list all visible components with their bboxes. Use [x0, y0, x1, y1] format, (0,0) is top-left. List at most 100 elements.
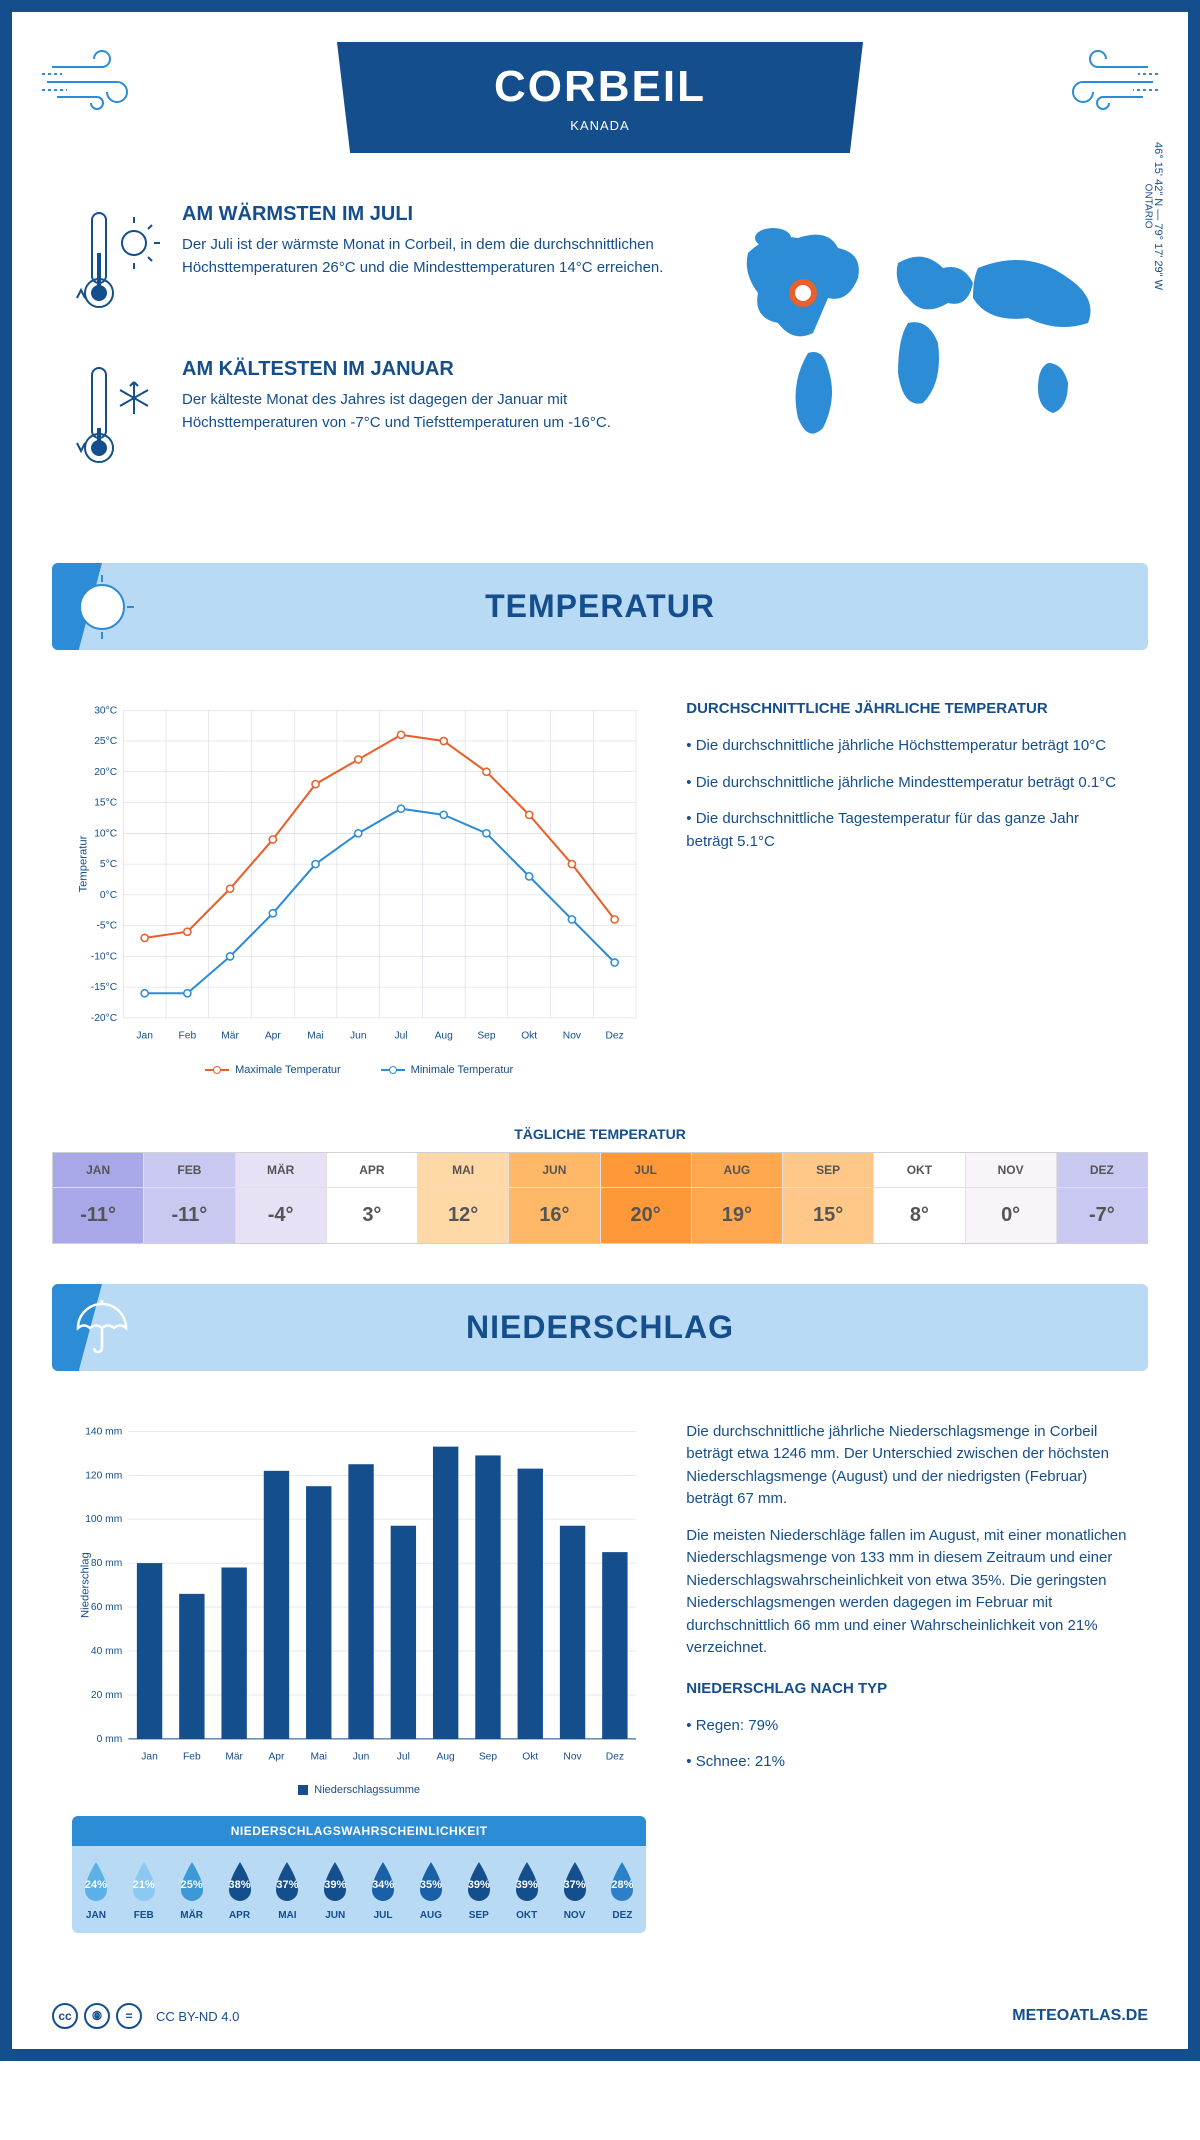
- svg-text:5°C: 5°C: [100, 859, 118, 870]
- raindrop-icon: 35%: [412, 1858, 450, 1906]
- svg-text:Jan: Jan: [136, 1030, 153, 1041]
- wind-icon: [1038, 42, 1158, 122]
- svg-text:15°C: 15°C: [94, 798, 118, 809]
- svg-text:Apr: Apr: [268, 1751, 285, 1762]
- raindrop-icon: 37%: [268, 1858, 306, 1906]
- temp-month: DEZ: [1057, 1153, 1147, 1188]
- temp-value: 0°: [966, 1188, 1056, 1243]
- nd-icon: =: [116, 2003, 142, 2029]
- temp-bullet: Die durchschnittliche jährliche Höchstte…: [686, 735, 1128, 758]
- precip-type-snow: Schnee: 21%: [686, 1751, 1128, 1774]
- section-precipitation: NIEDERSCHLAG: [52, 1284, 1148, 1371]
- svg-text:-10°C: -10°C: [91, 951, 118, 962]
- world-map: ONTARIO 46° 15' 42" N — 79° 17' 29" W: [708, 203, 1128, 513]
- svg-text:140 mm: 140 mm: [85, 1426, 122, 1437]
- svg-text:Feb: Feb: [179, 1030, 197, 1041]
- svg-text:Mai: Mai: [310, 1751, 327, 1762]
- svg-text:Jul: Jul: [394, 1030, 407, 1041]
- precip-probability: NIEDERSCHLAGSWAHRSCHEINLICHKEIT 24%JAN21…: [72, 1816, 646, 1933]
- drop-month: APR: [216, 1910, 264, 1921]
- precip-type-heading: NIEDERSCHLAG NACH TYP: [686, 1680, 1128, 1697]
- svg-text:0°C: 0°C: [100, 890, 118, 901]
- svg-text:Jun: Jun: [350, 1030, 367, 1041]
- raindrop-icon: 37%: [556, 1858, 594, 1906]
- drop-month: MÄR: [168, 1910, 216, 1921]
- raindrop-icon: 28%: [603, 1858, 641, 1906]
- temp-text-heading: DURCHSCHNITTLICHE JÄHRLICHE TEMPERATUR: [686, 700, 1128, 717]
- raindrop-icon: 34%: [364, 1858, 402, 1906]
- svg-text:0 mm: 0 mm: [97, 1734, 123, 1745]
- temp-value: -11°: [144, 1188, 234, 1243]
- daily-temp-title: TÄGLICHE TEMPERATUR: [12, 1126, 1188, 1142]
- coldest-block: AM KÄLTESTEN IM JANUAR Der kälteste Mona…: [72, 358, 668, 483]
- svg-text:60 mm: 60 mm: [91, 1602, 122, 1613]
- svg-text:Niederschlag: Niederschlag: [79, 1552, 91, 1618]
- svg-text:Nov: Nov: [563, 1030, 582, 1041]
- svg-text:40 mm: 40 mm: [91, 1646, 122, 1657]
- site-name: METEOATLAS.DE: [1012, 2007, 1148, 2025]
- drop-month: JUL: [359, 1910, 407, 1921]
- temp-value: 3°: [327, 1188, 417, 1243]
- svg-text:30°C: 30°C: [94, 705, 118, 716]
- svg-text:-20°C: -20°C: [91, 1013, 118, 1024]
- temp-month: FEB: [144, 1153, 234, 1188]
- raindrop-icon: 25%: [173, 1858, 211, 1906]
- svg-text:Sep: Sep: [477, 1030, 496, 1041]
- precipitation-chart: 0 mm20 mm40 mm60 mm80 mm100 mm120 mm140 …: [72, 1421, 646, 1770]
- coldest-text: Der kälteste Monat des Jahres ist dagege…: [182, 389, 668, 434]
- temp-month: MÄR: [236, 1153, 326, 1188]
- warmest-title: AM WÄRMSTEN IM JULI: [182, 203, 668, 226]
- svg-text:Mär: Mär: [221, 1030, 239, 1041]
- warmest-block: AM WÄRMSTEN IM JULI Der Juli ist der wär…: [72, 203, 668, 328]
- temp-month: AUG: [692, 1153, 782, 1188]
- temp-value: 8°: [874, 1188, 964, 1243]
- svg-text:Dez: Dez: [606, 1751, 624, 1762]
- svg-text:20°C: 20°C: [94, 767, 118, 778]
- raindrop-icon: 21%: [125, 1858, 163, 1906]
- raindrop-icon: 39%: [508, 1858, 546, 1906]
- section-title: TEMPERATUR: [77, 588, 1123, 625]
- wind-icon: [42, 42, 162, 122]
- country-name: KANADA: [311, 118, 889, 133]
- legend-precip: Niederschlagssumme: [298, 1784, 420, 1796]
- temp-month: JAN: [53, 1153, 143, 1188]
- raindrop-icon: 39%: [460, 1858, 498, 1906]
- drop-month: OKT: [503, 1910, 551, 1921]
- svg-text:Mär: Mär: [225, 1751, 243, 1762]
- drop-month: JAN: [72, 1910, 120, 1921]
- svg-text:Aug: Aug: [435, 1030, 454, 1041]
- thermometer-hot-icon: [72, 203, 162, 328]
- temp-value: 16°: [509, 1188, 599, 1243]
- svg-text:120 mm: 120 mm: [85, 1470, 122, 1481]
- city-name: CORBEIL: [311, 62, 889, 112]
- drop-month: AUG: [407, 1910, 455, 1921]
- umbrella-icon: [67, 1292, 137, 1362]
- temp-month: APR: [327, 1153, 417, 1188]
- raindrop-icon: 38%: [221, 1858, 259, 1906]
- temp-value: 19°: [692, 1188, 782, 1243]
- raindrop-icon: 24%: [77, 1858, 115, 1906]
- temp-bullet: Die durchschnittliche jährliche Mindestt…: [686, 772, 1128, 795]
- drop-month: MAI: [263, 1910, 311, 1921]
- cc-icon: cc: [52, 2003, 78, 2029]
- svg-text:Sep: Sep: [479, 1751, 498, 1762]
- sun-icon: [67, 572, 137, 642]
- precip-para: Die meisten Niederschläge fallen im Augu…: [686, 1525, 1128, 1660]
- temp-value: 15°: [783, 1188, 873, 1243]
- temp-bullet: Die durchschnittliche Tagestemperatur fü…: [686, 808, 1128, 853]
- svg-text:Jul: Jul: [397, 1751, 410, 1762]
- svg-text:Aug: Aug: [437, 1751, 456, 1762]
- drop-month: FEB: [120, 1910, 168, 1921]
- section-title: NIEDERSCHLAG: [77, 1309, 1123, 1346]
- svg-text:Jun: Jun: [353, 1751, 370, 1762]
- temp-value: -7°: [1057, 1188, 1147, 1243]
- temp-month: JUL: [601, 1153, 691, 1188]
- svg-text:Feb: Feb: [183, 1751, 201, 1762]
- daily-temp-table: JAN-11°FEB-11°MÄR-4°APR3°MAI12°JUN16°JUL…: [52, 1152, 1148, 1244]
- svg-text:Temperatur: Temperatur: [77, 835, 89, 892]
- thermometer-cold-icon: [72, 358, 162, 483]
- svg-text:Okt: Okt: [522, 1751, 538, 1762]
- temp-month: OKT: [874, 1153, 964, 1188]
- drop-month: SEP: [455, 1910, 503, 1921]
- precip-para: Die durchschnittliche jährliche Niedersc…: [686, 1421, 1128, 1511]
